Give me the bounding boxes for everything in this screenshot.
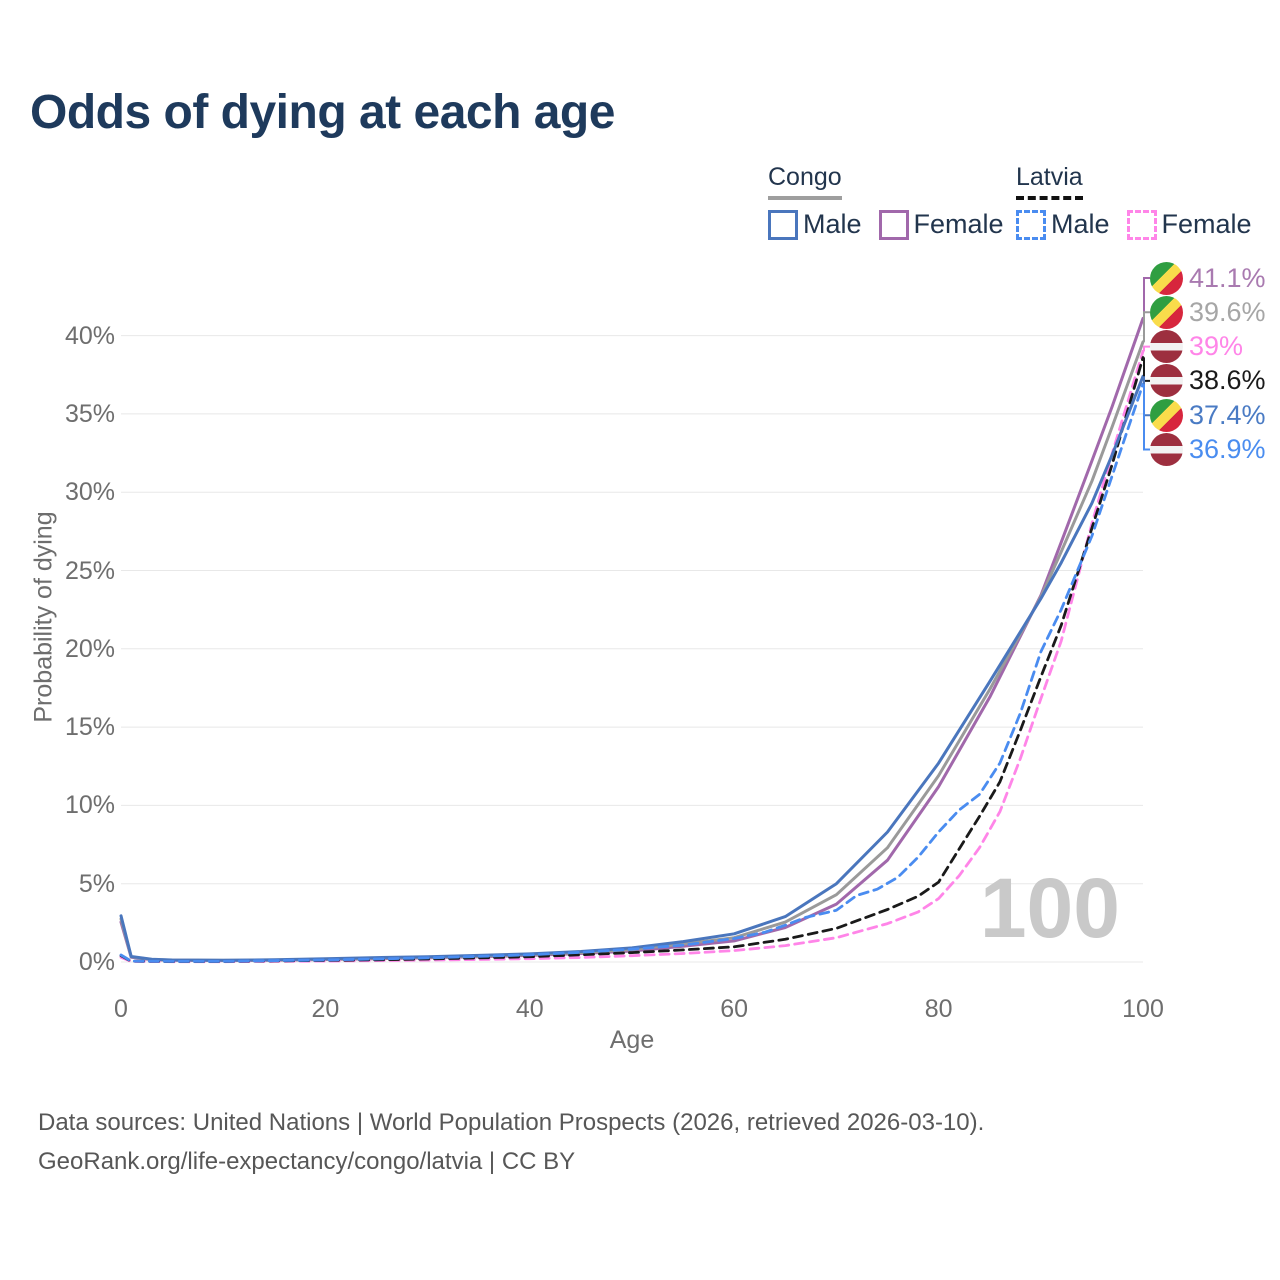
x-tick-label: 0 bbox=[114, 995, 128, 1023]
end-label-connector-latvia_male bbox=[1143, 384, 1150, 451]
y-tick-label: 5% bbox=[78, 869, 115, 898]
y-axis-title: Probability of dying bbox=[29, 511, 58, 723]
x-tick-label: 40 bbox=[515, 995, 544, 1023]
y-tick-label: 30% bbox=[64, 478, 115, 507]
legend-item-latvia-female[interactable]: Female bbox=[1126, 209, 1252, 240]
end-label-connector-congo_both bbox=[1143, 311, 1150, 342]
end-label-value: 38.6% bbox=[1189, 365, 1266, 396]
latvia-flag-icon bbox=[1150, 364, 1183, 398]
y-tick-label: 0% bbox=[78, 948, 115, 976]
congo-female-swatch-icon bbox=[878, 209, 909, 240]
legend-country-congo: Congo bbox=[768, 163, 842, 200]
latvia-male-swatch-icon bbox=[1016, 209, 1046, 240]
y-tick-label: 15% bbox=[64, 713, 115, 742]
x-tick-label: 80 bbox=[924, 995, 953, 1023]
legend-group-congo: Congo Male Female bbox=[768, 163, 1004, 240]
x-tick-label: 60 bbox=[720, 995, 749, 1023]
end-label-value: 41.1% bbox=[1189, 262, 1266, 293]
age-watermark: 100 bbox=[979, 861, 1120, 955]
legend-label: Female bbox=[1161, 209, 1252, 239]
y-tick-label: 40% bbox=[64, 321, 115, 350]
congo-male-swatch-icon bbox=[768, 209, 798, 240]
footer: Data sources: United Nations | World Pop… bbox=[38, 1103, 984, 1181]
y-tick-label: 20% bbox=[64, 634, 115, 663]
end-label-connector-congo_female bbox=[1143, 277, 1150, 319]
y-tick-label: 10% bbox=[64, 791, 115, 820]
y-tick-label: 35% bbox=[64, 399, 115, 428]
end-label-connector-latvia_female bbox=[1143, 345, 1150, 352]
end-label-value: 39% bbox=[1189, 331, 1244, 362]
congo-flag-icon bbox=[1150, 398, 1183, 432]
end-label-congo_female: 41.1% bbox=[1150, 261, 1266, 295]
legend-label: Male bbox=[1051, 209, 1110, 239]
end-label-value: 39.6% bbox=[1189, 296, 1266, 327]
latvia-flag-icon bbox=[1150, 433, 1183, 466]
y-tick-label: 25% bbox=[64, 556, 115, 585]
legend-group-latvia: Latvia Male Female bbox=[1016, 163, 1252, 240]
end-label-value: 36.9% bbox=[1189, 434, 1266, 464]
legend-item-congo-female[interactable]: Female bbox=[878, 209, 1004, 240]
footer-attribution: GeoRank.org/life-expectancy/congo/latvia… bbox=[38, 1148, 576, 1175]
end-label-latvia_both: 38.6% bbox=[1150, 364, 1266, 398]
latvia-flag-icon bbox=[1150, 330, 1183, 364]
legend-label: Female bbox=[913, 209, 1004, 239]
legend-country-latvia: Latvia bbox=[1016, 163, 1083, 200]
legend-label: Male bbox=[803, 209, 862, 239]
page-title: Odds of dying at each age bbox=[30, 86, 615, 139]
congo-flag-icon bbox=[1150, 261, 1183, 295]
end-label-latvia_male: 36.9% bbox=[1150, 433, 1266, 467]
legend-item-congo-male[interactable]: Male bbox=[768, 209, 862, 240]
latvia-female-swatch-icon bbox=[1126, 209, 1157, 240]
congo-flag-icon bbox=[1150, 295, 1183, 329]
end-label-value: 37.4% bbox=[1189, 399, 1266, 430]
end-label-latvia_female: 39% bbox=[1150, 330, 1243, 364]
end-label-congo_both: 39.6% bbox=[1150, 295, 1266, 329]
footer-sources: Data sources: United Nations | World Pop… bbox=[38, 1109, 985, 1136]
x-tick-label: 100 bbox=[1122, 995, 1164, 1023]
x-tick-label: 20 bbox=[311, 995, 340, 1023]
end-label-congo_male: 37.4% bbox=[1150, 398, 1266, 432]
legend-item-latvia-male[interactable]: Male bbox=[1016, 209, 1110, 240]
x-axis-title: Age bbox=[609, 1026, 655, 1054]
series-line-latvia_male bbox=[119, 382, 1145, 963]
